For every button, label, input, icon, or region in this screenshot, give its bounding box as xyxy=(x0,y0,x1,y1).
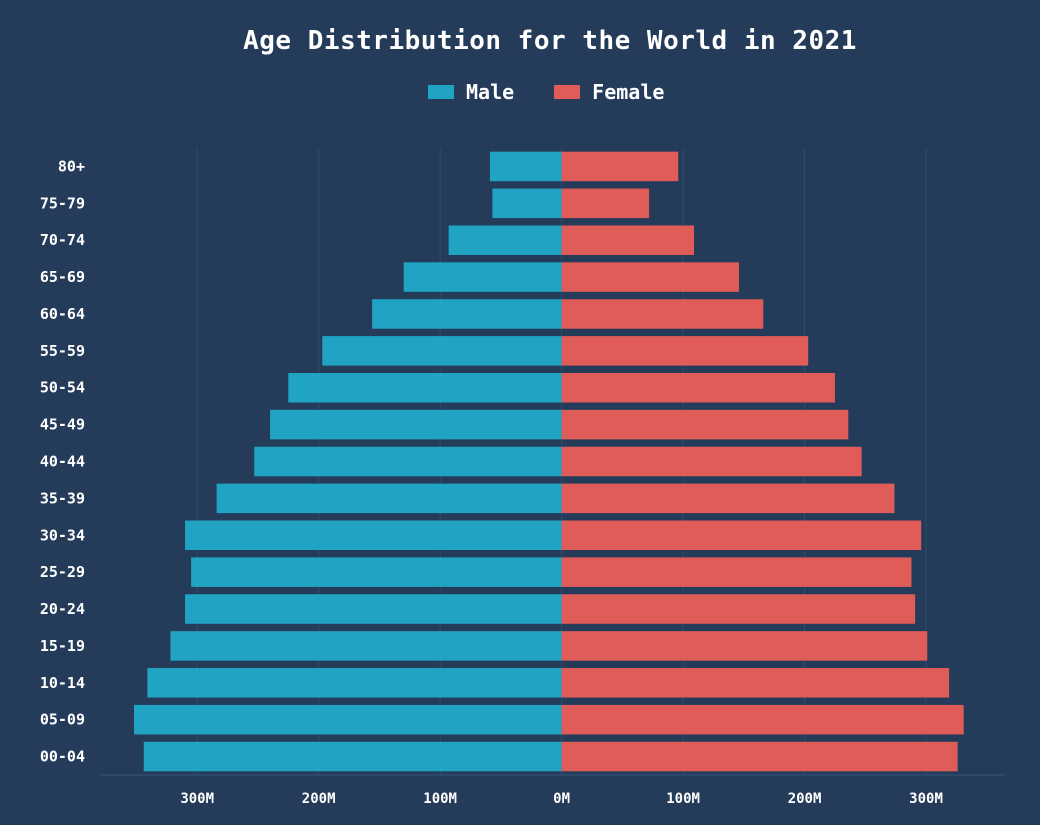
bar-female[interactable] xyxy=(561,372,835,403)
bar-female[interactable] xyxy=(561,741,958,772)
x-tick-label: 100M xyxy=(423,791,457,807)
bar-male[interactable] xyxy=(185,520,562,551)
bar-female[interactable] xyxy=(561,336,809,366)
bar-male[interactable] xyxy=(288,372,562,403)
category-label: 05-09 xyxy=(40,711,85,729)
bar-female[interactable] xyxy=(561,262,739,292)
category-label: 15-19 xyxy=(40,637,85,655)
bar-male[interactable] xyxy=(254,446,562,477)
category-label: 30-34 xyxy=(40,526,85,544)
bar-male[interactable] xyxy=(147,668,562,698)
x-tick-label: 300M xyxy=(909,791,943,807)
bar-male[interactable] xyxy=(170,631,562,661)
category-label: 60-64 xyxy=(40,305,85,323)
legend: Male Female xyxy=(428,80,704,104)
bar-female[interactable] xyxy=(561,188,650,219)
bar-male[interactable] xyxy=(134,704,562,735)
bar-male[interactable] xyxy=(143,741,562,772)
bar-female[interactable] xyxy=(561,631,928,661)
bar-male[interactable] xyxy=(216,483,562,514)
legend-label-female: Female xyxy=(592,80,665,104)
bar-male[interactable] xyxy=(372,299,562,329)
y-axis-labels: 00-04 05-09 10-14 15-19 20-24 25-29 30-34 35-39… xyxy=(40,157,85,765)
chart-title: Age Distribution for the World in 2021 xyxy=(243,26,857,56)
bar-female[interactable] xyxy=(561,483,895,514)
bar-male[interactable] xyxy=(403,262,562,292)
x-tick-label: 300M xyxy=(180,791,214,807)
bar-female[interactable] xyxy=(561,557,912,587)
category-label: 70-74 xyxy=(40,231,85,249)
x-tick-label: 200M xyxy=(302,791,336,807)
x-axis-labels: 300M 200M 100M 0M 100M 200M 300M xyxy=(180,791,943,807)
bar-male[interactable] xyxy=(322,336,562,366)
legend-item-male[interactable]: Male xyxy=(428,80,514,104)
bar-female[interactable] xyxy=(561,668,950,698)
bar-female[interactable] xyxy=(561,704,964,735)
category-label: 10-14 xyxy=(40,674,85,692)
bar-male[interactable] xyxy=(191,557,562,587)
category-label: 55-59 xyxy=(40,342,85,360)
bars xyxy=(134,151,964,772)
bar-female[interactable] xyxy=(561,446,862,477)
bar-male[interactable] xyxy=(270,409,562,440)
legend-swatch-female xyxy=(554,85,581,99)
category-label: 50-54 xyxy=(40,379,85,397)
bar-male[interactable] xyxy=(185,594,562,624)
category-label: 20-24 xyxy=(40,600,85,618)
category-label: 35-39 xyxy=(40,489,85,507)
bar-female[interactable] xyxy=(561,299,764,329)
category-label: 45-49 xyxy=(40,416,85,434)
category-label: 00-04 xyxy=(40,748,85,766)
bar-female[interactable] xyxy=(561,409,849,440)
bar-male[interactable] xyxy=(492,188,562,219)
x-tick-label: 200M xyxy=(788,791,822,807)
x-tick-label: 100M xyxy=(666,791,700,807)
category-label: 25-29 xyxy=(40,563,85,581)
category-label: 80+ xyxy=(58,157,85,175)
bar-female[interactable] xyxy=(561,594,916,624)
x-tick-label: 0M xyxy=(553,791,570,807)
bar-female[interactable] xyxy=(561,520,922,551)
category-label: 65-69 xyxy=(40,268,85,286)
legend-swatch-male xyxy=(428,85,454,99)
bar-male[interactable] xyxy=(489,151,562,182)
legend-label-male: Male xyxy=(466,80,515,104)
category-label: 40-44 xyxy=(40,453,85,471)
bar-female[interactable] xyxy=(561,151,679,182)
category-label: 75-79 xyxy=(40,194,85,212)
bar-female[interactable] xyxy=(561,225,695,255)
legend-item-female[interactable]: Female xyxy=(554,80,664,104)
bar-male[interactable] xyxy=(448,225,562,255)
